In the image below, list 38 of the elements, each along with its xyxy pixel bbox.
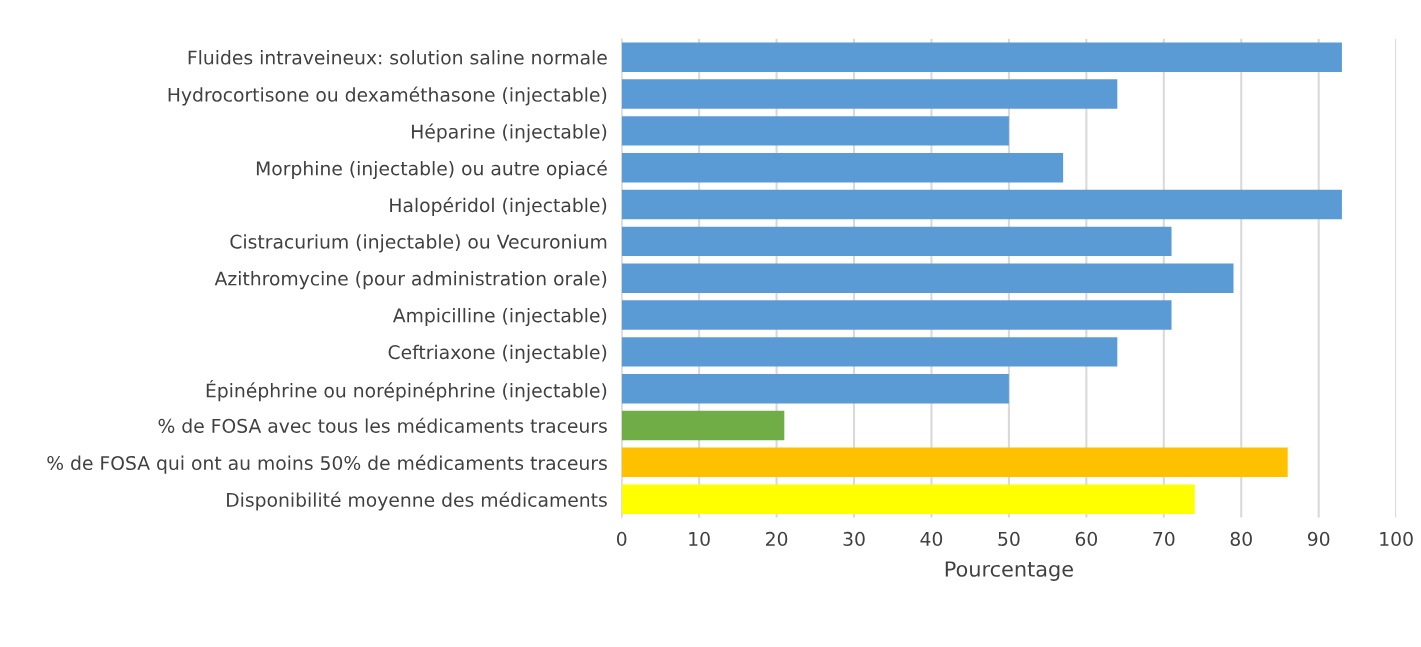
y-tick-label: Ampicilline (injectable) (392, 307, 607, 327)
y-tick-label: % de FOSA qui ont au moins 50% de médicaments traceurs (47, 454, 607, 474)
bar (621, 373, 1009, 404)
bar (621, 484, 1195, 514)
y-tick-label: Morphine (injectable) ou autre opiacé (256, 160, 607, 180)
x-tick-label: 50 (998, 531, 1020, 546)
x-tick-label: 70 (1153, 531, 1175, 546)
x-tick-label: 40 (920, 531, 943, 546)
bar (621, 79, 1118, 109)
y-tick-label: Halopéridol (injectable) (390, 197, 607, 216)
y-tick-label: Cistracurium (injectable) ou Vecuronium (230, 234, 607, 253)
bar (621, 226, 1172, 257)
x-tick-label: 0 (616, 531, 627, 546)
bar (621, 337, 1118, 367)
bar (621, 42, 1342, 72)
x-tick-label: 80 (1230, 531, 1252, 546)
x-axis-title: Pourcentage (945, 561, 1073, 581)
x-tick-label: 10 (689, 531, 710, 546)
bar (621, 447, 1288, 478)
bar (621, 300, 1172, 330)
y-tick-label: Héparine (injectable) (412, 123, 607, 143)
x-tick-label: 90 (1307, 531, 1330, 546)
x-tick-label: 100 (1380, 531, 1413, 546)
y-tick-label: Hydrocortisone ou dexaméthasone (injectable) (168, 86, 607, 106)
bar (621, 189, 1342, 220)
x-tick-label: 30 (843, 531, 865, 546)
y-tick-label: Fluides intraveineux: solution saline normale (188, 50, 607, 65)
bar (621, 263, 1234, 293)
y-tick-label: % de FOSA avec tous les médicaments traceurs (158, 417, 607, 433)
bar (621, 152, 1064, 183)
y-tick-label: Épinéphrine ou norépinéphrine (injectable) (206, 380, 607, 402)
y-tick-label: Ceftriaxone (injectable) (388, 344, 607, 363)
x-tick-label: 60 (1075, 531, 1098, 546)
bar (621, 410, 785, 441)
bar (621, 116, 1009, 146)
y-tick-label: Disponibilité moyenne des médicaments (227, 491, 607, 511)
y-tick-label: Azithromycine (pour administration orale) (214, 271, 607, 290)
x-tick-label: 20 (766, 531, 788, 546)
